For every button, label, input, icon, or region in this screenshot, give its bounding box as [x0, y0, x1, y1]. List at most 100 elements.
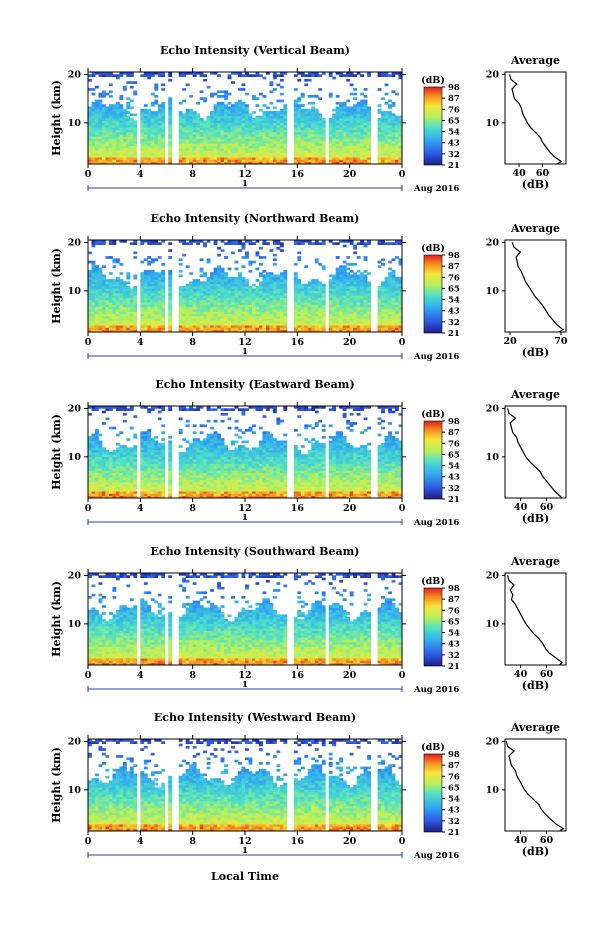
heatmap-cell: [217, 108, 221, 112]
heatmap-cell: [262, 141, 267, 144]
x-tick-label: 20: [343, 337, 357, 348]
heatmap-cell: [140, 283, 145, 287]
heatmap-cell: [108, 134, 113, 137]
heatmap-cell: [388, 327, 392, 331]
heatmap-cell: [161, 295, 166, 298]
heatmap-cell: [384, 145, 389, 149]
heatmap-cell: [297, 283, 302, 287]
heatmap-cell: [314, 115, 319, 119]
heatmap-cell: [192, 113, 197, 117]
heatmap-cell: [105, 493, 110, 497]
heatmap-cell: [227, 147, 232, 151]
heatmap-cell: [248, 288, 253, 291]
heatmap-cell: [220, 269, 225, 273]
heatmap-cell: [377, 145, 382, 149]
heatmap-cell: [314, 258, 319, 262]
heatmap-cell: [293, 325, 298, 328]
heatmap-cell: [269, 83, 274, 87]
heatmap-cell: [251, 141, 256, 144]
heatmap-cell: [248, 318, 253, 321]
heatmap-cell: [126, 304, 131, 308]
heatmap-cell: [241, 101, 246, 105]
heatmap-cell: [388, 299, 392, 303]
heatmap-cell: [363, 311, 368, 314]
heatmap-cell: [248, 292, 253, 296]
heatmap-cell: [231, 299, 235, 303]
heatmap-cell: [231, 141, 235, 144]
heatmap-cell: [318, 122, 323, 126]
heatmap-cell: [346, 276, 351, 280]
heatmap-cell: [391, 147, 396, 151]
heatmap-cell: [258, 145, 263, 149]
heatmap-cell: [94, 486, 99, 490]
heatmap-cell: [112, 279, 117, 282]
heatmap-cell: [241, 256, 246, 259]
heatmap-cell: [304, 127, 309, 130]
heatmap-cell: [395, 329, 399, 333]
heatmap-cell: [101, 465, 106, 469]
heatmap-cell: [143, 113, 148, 117]
heatmap-cell: [101, 322, 106, 326]
heatmap-cell: [314, 161, 319, 165]
heatmap-cell: [206, 131, 211, 135]
heatmap-cell: [339, 281, 344, 285]
heatmap-cell: [395, 309, 399, 312]
heatmap-cell: [196, 295, 201, 298]
heatmap-cell: [189, 129, 194, 133]
heatmap-cell: [126, 297, 131, 301]
heatmap-cell: [328, 318, 333, 321]
heatmap-cell: [119, 286, 124, 289]
heatmap-cell: [360, 108, 365, 112]
heatmap-cell: [276, 74, 281, 77]
heatmap-cell: [196, 138, 201, 142]
heatmap-cell: [196, 113, 201, 117]
heatmap-cell: [147, 240, 152, 243]
heatmap-cell: [224, 274, 228, 278]
heatmap-cell: [314, 136, 319, 140]
heatmap-cell: [398, 311, 403, 314]
heatmap-cell: [349, 74, 354, 77]
heatmap-cell: [255, 306, 260, 310]
heatmap-cell: [377, 309, 382, 312]
heatmap-cell: [122, 488, 127, 492]
heatmap-cell: [265, 299, 270, 303]
heatmap-cell: [154, 159, 159, 163]
heatmap-cell: [255, 72, 260, 75]
heatmap-cell: [293, 113, 298, 117]
heatmap-cell: [297, 318, 302, 321]
heatmap-cell: [283, 283, 288, 287]
heatmap-cell: [129, 456, 134, 460]
heatmap-cell: [168, 161, 173, 165]
heatmap-cell: [241, 152, 246, 156]
heatmap-cell: [192, 240, 197, 243]
heatmap-cell: [192, 283, 197, 287]
heatmap-cell: [182, 122, 187, 126]
heatmap-cell: [150, 101, 155, 105]
heatmap-cell: [98, 302, 103, 305]
heatmap-cell: [318, 306, 323, 310]
heatmap-cell: [262, 281, 267, 285]
heatmap-cell: [168, 159, 173, 163]
heatmap-cell: [363, 302, 368, 305]
heatmap-cell: [143, 479, 148, 483]
heatmap-cell: [367, 329, 371, 333]
heatmap-cell: [140, 447, 145, 451]
heatmap-cell: [98, 283, 103, 287]
heatmap-cell: [115, 477, 120, 480]
heatmap-cell: [91, 461, 96, 464]
heatmap-cell: [234, 299, 239, 303]
heatmap-cell: [339, 147, 344, 151]
heatmap-cell: [262, 274, 267, 278]
heatmap-cell: [349, 157, 354, 160]
heatmap-cell: [115, 127, 120, 130]
heatmap-cell: [332, 279, 337, 282]
heatmap-cell: [293, 311, 298, 314]
heatmap-cell: [234, 260, 239, 264]
heatmap-cell: [231, 111, 235, 114]
heatmap-cell: [143, 274, 148, 278]
heatmap-cell: [206, 260, 211, 264]
heatmap-cell: [112, 141, 117, 144]
heatmap-cell: [217, 90, 221, 94]
heatmap-cell: [157, 315, 162, 319]
heatmap-cell: [300, 242, 305, 245]
